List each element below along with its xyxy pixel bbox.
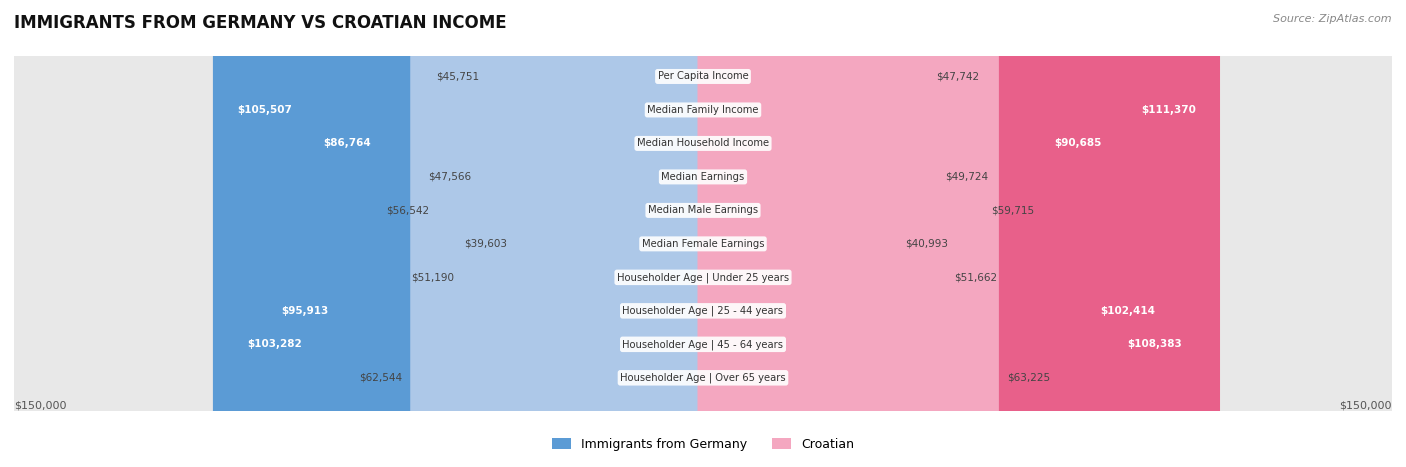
FancyBboxPatch shape xyxy=(4,0,1402,467)
Text: $51,190: $51,190 xyxy=(411,272,454,283)
FancyBboxPatch shape xyxy=(697,0,1178,467)
FancyBboxPatch shape xyxy=(411,0,709,467)
FancyBboxPatch shape xyxy=(516,0,709,467)
FancyBboxPatch shape xyxy=(224,0,709,467)
FancyBboxPatch shape xyxy=(697,0,1125,467)
FancyBboxPatch shape xyxy=(4,0,1402,467)
Text: Median Male Earnings: Median Male Earnings xyxy=(648,205,758,215)
Text: $105,507: $105,507 xyxy=(236,105,291,115)
FancyBboxPatch shape xyxy=(4,0,1402,467)
Text: Median Household Income: Median Household Income xyxy=(637,138,769,149)
Text: $40,993: $40,993 xyxy=(905,239,948,249)
FancyBboxPatch shape xyxy=(463,0,709,467)
FancyBboxPatch shape xyxy=(697,0,1220,467)
Text: $108,383: $108,383 xyxy=(1128,340,1182,349)
Legend: Immigrants from Germany, Croatian: Immigrants from Germany, Croatian xyxy=(553,438,853,451)
FancyBboxPatch shape xyxy=(697,0,928,467)
FancyBboxPatch shape xyxy=(4,0,1402,467)
Text: Source: ZipAtlas.com: Source: ZipAtlas.com xyxy=(1274,14,1392,24)
Text: $102,414: $102,414 xyxy=(1099,306,1154,316)
Text: $39,603: $39,603 xyxy=(464,239,508,249)
Text: $111,370: $111,370 xyxy=(1142,105,1197,115)
FancyBboxPatch shape xyxy=(257,0,709,467)
Text: $86,764: $86,764 xyxy=(323,138,371,149)
FancyBboxPatch shape xyxy=(4,0,1402,467)
FancyBboxPatch shape xyxy=(4,0,1402,467)
FancyBboxPatch shape xyxy=(697,0,1206,467)
Text: Householder Age | 25 - 44 years: Householder Age | 25 - 44 years xyxy=(623,305,783,316)
Text: Householder Age | 45 - 64 years: Householder Age | 45 - 64 years xyxy=(623,339,783,350)
Text: $59,715: $59,715 xyxy=(991,205,1035,215)
Text: Median Earnings: Median Earnings xyxy=(661,172,745,182)
FancyBboxPatch shape xyxy=(697,0,897,467)
Text: Median Family Income: Median Family Income xyxy=(647,105,759,115)
Text: $63,225: $63,225 xyxy=(1007,373,1050,383)
Text: Householder Age | Over 65 years: Householder Age | Over 65 years xyxy=(620,373,786,383)
FancyBboxPatch shape xyxy=(4,0,1402,467)
Text: Median Female Earnings: Median Female Earnings xyxy=(641,239,765,249)
FancyBboxPatch shape xyxy=(697,0,983,467)
Text: $47,566: $47,566 xyxy=(427,172,471,182)
FancyBboxPatch shape xyxy=(488,0,709,467)
Text: IMMIGRANTS FROM GERMANY VS CROATIAN INCOME: IMMIGRANTS FROM GERMANY VS CROATIAN INCO… xyxy=(14,14,506,32)
FancyBboxPatch shape xyxy=(4,0,1402,467)
FancyBboxPatch shape xyxy=(697,0,936,467)
Text: $150,000: $150,000 xyxy=(14,401,66,411)
FancyBboxPatch shape xyxy=(4,0,1402,467)
Text: $95,913: $95,913 xyxy=(281,306,328,316)
FancyBboxPatch shape xyxy=(479,0,709,467)
FancyBboxPatch shape xyxy=(4,0,1402,467)
Text: $51,662: $51,662 xyxy=(955,272,997,283)
Text: $45,751: $45,751 xyxy=(436,71,479,81)
Text: $62,544: $62,544 xyxy=(359,373,402,383)
FancyBboxPatch shape xyxy=(299,0,709,467)
FancyBboxPatch shape xyxy=(437,0,709,467)
FancyBboxPatch shape xyxy=(212,0,709,467)
Text: Householder Age | Under 25 years: Householder Age | Under 25 years xyxy=(617,272,789,283)
FancyBboxPatch shape xyxy=(697,0,946,467)
Text: $47,742: $47,742 xyxy=(936,71,979,81)
Text: Per Capita Income: Per Capita Income xyxy=(658,71,748,81)
Text: $49,724: $49,724 xyxy=(945,172,988,182)
Text: $103,282: $103,282 xyxy=(247,340,302,349)
Text: $90,685: $90,685 xyxy=(1053,138,1101,149)
Text: $150,000: $150,000 xyxy=(1340,401,1392,411)
FancyBboxPatch shape xyxy=(697,0,998,467)
Text: $56,542: $56,542 xyxy=(387,205,429,215)
